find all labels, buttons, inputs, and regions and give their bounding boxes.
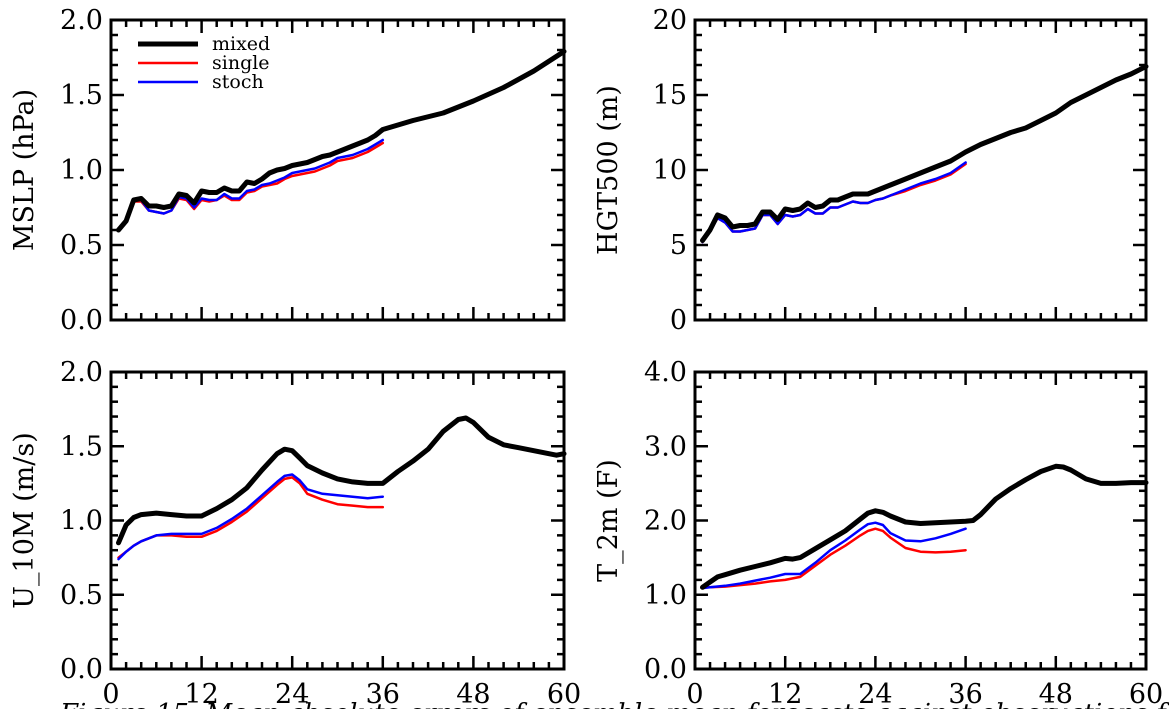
y-tick-label: 2.0 <box>60 357 103 388</box>
x-tick-label: 12 <box>768 679 802 709</box>
y-axis-title: T_2m (F) <box>593 459 624 582</box>
series-line-stoch <box>701 161 967 244</box>
x-tick-label: 48 <box>1039 679 1073 709</box>
y-tick-label: 1.0 <box>644 580 687 611</box>
y-axis-title: MSLP (hPa) <box>9 89 40 251</box>
series-line-stoch <box>117 473 385 561</box>
panel-mslp: 0.0 0.5 1.0 1.5 2.0 MSLP (hPa) mixedsinglestoc… <box>9 5 567 336</box>
y-tick-label: 1.0 <box>60 155 103 186</box>
y-tick-label: 0 <box>670 305 687 336</box>
y-tick-label: 1.0 <box>60 506 103 537</box>
series-line-single <box>117 476 385 559</box>
y-axis-title: HGT500 (m) <box>593 85 624 255</box>
y-tick-label: 3.0 <box>644 431 687 462</box>
x-tick-label: 24 <box>858 679 892 709</box>
y-tick-label: 10 <box>653 155 687 186</box>
legend-label-stoch: stoch <box>212 71 264 93</box>
series-line-mixed <box>700 463 1149 590</box>
series-line-mixed <box>700 64 1149 243</box>
y-axis-title: U_10M (m/s) <box>9 432 40 608</box>
panel-t2m: 0.0 1.0 2.0 3.0 4.0 0 12 24 36 48 60 T_2m (F) <box>593 357 1163 709</box>
x-tick-label: 36 <box>948 679 982 709</box>
x-tick-label: 0 <box>102 679 119 709</box>
legend-label-mixed: mixed <box>212 33 270 55</box>
y-tick-label: 0.0 <box>644 654 687 685</box>
series-line-stoch <box>117 138 385 232</box>
x-tick-label: 48 <box>456 679 490 709</box>
plot-frame <box>693 18 1148 322</box>
y-tick-label: 0.0 <box>60 305 103 336</box>
x-tick-label: 36 <box>366 679 400 709</box>
plot-frame <box>693 370 1148 671</box>
y-tick-label: 4.0 <box>644 357 687 388</box>
plot-frame <box>109 370 566 671</box>
y-tick-label: 5 <box>670 230 687 261</box>
series-line-mixed <box>116 49 567 233</box>
legend-label-single: single <box>212 52 270 74</box>
y-tick-label: 0.5 <box>60 230 103 261</box>
y-tick-label: 0.0 <box>60 654 103 685</box>
x-tick-label: 12 <box>184 679 218 709</box>
series-line-mixed <box>116 415 567 546</box>
y-tick-label: 1.5 <box>60 431 103 462</box>
figure-caption-clipped: Figure 15. Mean absolute errors of ensem… <box>59 699 1169 709</box>
y-tick-label: 20 <box>653 5 687 36</box>
y-tick-label: 2.0 <box>60 5 103 36</box>
x-tick-label: 24 <box>275 679 309 709</box>
series-line-single <box>701 527 967 589</box>
series-line-stoch <box>701 521 967 590</box>
y-tick-label: 1.5 <box>60 80 103 111</box>
x-tick-label: 60 <box>547 679 581 709</box>
y-tick-label: 15 <box>653 80 687 111</box>
y-tick-label: 2.0 <box>644 506 687 537</box>
x-tick-label: 0 <box>686 679 703 709</box>
y-tick-label: 0.5 <box>60 580 103 611</box>
panel-hgt500: 0 5 10 15 20 HGT500 (m) <box>593 5 1149 336</box>
x-tick-label: 60 <box>1129 679 1163 709</box>
panel-u10m: 0.0 0.5 1.0 1.5 2.0 0 12 24 36 48 60 U_10M (m/s) <box>9 357 581 709</box>
plot-frame <box>109 18 566 322</box>
